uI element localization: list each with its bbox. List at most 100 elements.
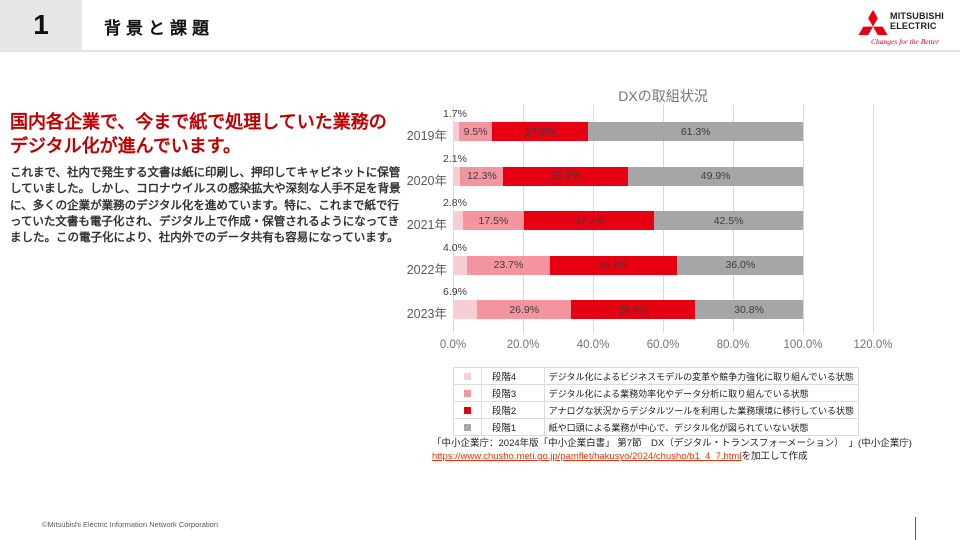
legend-swatch bbox=[463, 372, 471, 380]
bar-segment-label: 27.5% bbox=[525, 125, 556, 138]
bar-segment bbox=[453, 255, 467, 275]
headline: 国内各企業で、今まで紙で処理していた業務のデジタル化が進んでいます。 bbox=[10, 112, 387, 157]
mitsubishi-diamonds-icon bbox=[858, 9, 888, 35]
header-divider bbox=[0, 50, 960, 52]
legend-swatch-cell bbox=[453, 418, 482, 436]
bar-segment: 36.0% bbox=[677, 255, 804, 275]
bar-segment bbox=[453, 166, 461, 186]
above-bar-label: 6.9% bbox=[443, 286, 467, 298]
bar-segment-label: 9.5% bbox=[463, 125, 488, 138]
logo-tagline: Changes for the Better bbox=[870, 37, 940, 46]
bar-segment-label: 36.0% bbox=[725, 259, 756, 271]
year-label: 2022年 bbox=[406, 262, 447, 277]
bar-segment: 26.9% bbox=[477, 300, 572, 319]
bar-segment: 23.7% bbox=[467, 255, 550, 275]
bar-segment: 12.3% bbox=[460, 166, 504, 186]
x-tick-label: 0.0% bbox=[439, 339, 467, 351]
legend-swatch-cell bbox=[453, 401, 482, 419]
bar-segment-label: 17.5% bbox=[478, 214, 509, 227]
bar-segment: 35.4% bbox=[571, 300, 696, 319]
bar-segment bbox=[453, 122, 459, 141]
bar-segment-label: 42.5% bbox=[713, 214, 744, 227]
bar-row: 12.3% 35.7% 49.9% bbox=[453, 166, 803, 186]
slide-number: 1 bbox=[33, 9, 49, 40]
bar-segment: 36.4% bbox=[549, 255, 678, 275]
bar-row: 23.7% 36.4% 36.0% bbox=[453, 255, 804, 275]
source-line2: https://www.chusho.meti.go.jp/pamflet/ha… bbox=[432, 450, 912, 463]
bar-segment-label: 36.4% bbox=[598, 259, 629, 271]
bar-row: 26.9% 35.4% 30.8% bbox=[453, 300, 803, 319]
source-line1: 「中小企業庁：2024年版「中小企業白書」 第7節 DX（デジタル・トランスフォ… bbox=[432, 438, 912, 449]
logo-wordmark: MITSUBISHI ELECTRIC bbox=[890, 11, 945, 31]
source-suffix: を加工して作成 bbox=[741, 451, 808, 463]
bar-row: 9.5% 27.5% 61.3% bbox=[453, 122, 803, 141]
bar-segment: 9.5% bbox=[458, 122, 493, 141]
logo-brand-line1: MITSUBISHI bbox=[890, 11, 945, 21]
footer-copyright: ©Mitsubishi Electric Information Network… bbox=[42, 520, 219, 529]
logo-brand-line2: ELECTRIC bbox=[890, 20, 937, 31]
legend-row: 段階1 紙や口頭による業務が中心で、デジタル化が図られていない状態 bbox=[453, 418, 860, 436]
legend-swatch-cell bbox=[453, 367, 482, 385]
legend-desc: アナログな状況からデジタルツールを利用した業務環境に移行している状態 bbox=[543, 401, 860, 419]
x-tick-label: 100.0% bbox=[783, 339, 823, 351]
bar-segment: 27.5% bbox=[492, 122, 589, 141]
legend-stage-label: 段階2 bbox=[480, 401, 545, 419]
legend-row: 段階2 アナログな状況からデジタルツールを利用した業務環境に移行している状態 bbox=[453, 401, 860, 419]
page-title: 背景と課題 bbox=[104, 19, 214, 38]
bar-segment bbox=[453, 300, 478, 319]
bar-segment: 17.5% bbox=[462, 211, 525, 230]
legend-desc: デジタル化による業務効率化やデータ分析に取り組んでいる状態 bbox=[543, 384, 860, 402]
legend-row: 段階4 デジタル化によるビジネスモデルの変革や競争力強化に取り組んでいる状態 bbox=[453, 367, 860, 385]
bar-segment-label: 12.3% bbox=[466, 170, 497, 182]
legend-stage-label: 段階3 bbox=[480, 384, 545, 402]
bar-segment-label: 26.9% bbox=[509, 303, 540, 316]
source-citation: 「中小企業庁：2024年版「中小企業白書」 第7節 DX（デジタル・トランスフォ… bbox=[432, 437, 912, 464]
bar-segment: 35.7% bbox=[503, 166, 629, 186]
legend-swatch bbox=[463, 406, 471, 414]
legend-stage-label: 段階4 bbox=[480, 367, 545, 385]
bar-segment: 37.2% bbox=[524, 211, 655, 230]
bar-segment-label: 61.3% bbox=[680, 125, 711, 138]
legend-stage-label: 段階1 bbox=[480, 418, 545, 436]
chart-gridline bbox=[803, 105, 804, 333]
x-tick-label: 20.0% bbox=[506, 339, 540, 351]
year-label: 2020年 bbox=[406, 173, 447, 188]
bar-segment-label: 35.4% bbox=[618, 303, 649, 316]
year-label: 2019年 bbox=[406, 129, 447, 143]
chart-title: DXの取組状況 bbox=[618, 88, 708, 104]
bar-segment-label: 23.7% bbox=[493, 259, 524, 271]
bar-segment-label: 35.7% bbox=[550, 170, 581, 182]
above-bar-label: 2.1% bbox=[443, 152, 467, 165]
slide-number-box: 1 bbox=[0, 0, 82, 50]
bar-segment-label: 49.9% bbox=[700, 170, 731, 182]
chart-plot: 0.0% 20.0% 40.0% 60.0% 80.0% 100.0% 120.0% 2019… bbox=[407, 105, 893, 351]
above-bar-label: 4.0% bbox=[443, 241, 467, 254]
x-tick-label: 40.0% bbox=[576, 339, 610, 351]
chart-gridline bbox=[873, 105, 874, 333]
chart-legend-body: 段階4 デジタル化によるビジネスモデルの変革や競争力強化に取り組んでいる状態 段階3… bbox=[453, 367, 860, 436]
bar-segment-label: 37.2% bbox=[574, 214, 605, 227]
legend-swatch bbox=[463, 423, 471, 431]
above-bar-label: 1.7% bbox=[443, 108, 467, 120]
page-number-divider bbox=[915, 517, 916, 540]
body-text: これまで、社内で発生する文書は紙に印刷し、押印してキャビネットに保管していました… bbox=[10, 167, 401, 245]
legend-desc: 紙や口頭による業務が中心で、デジタル化が図られていない状態 bbox=[543, 418, 860, 436]
legend-swatch-cell bbox=[453, 384, 482, 402]
bar-segment bbox=[453, 211, 463, 230]
year-label: 2021年 bbox=[406, 218, 447, 232]
x-tick-label: 80.0% bbox=[716, 339, 750, 351]
x-tick-label: 60.0% bbox=[646, 339, 680, 351]
year-label: 2023年 bbox=[406, 307, 447, 321]
x-tick-label: 120.0% bbox=[853, 339, 893, 351]
above-bar-label: 2.8% bbox=[443, 197, 467, 209]
bar-segment: 49.9% bbox=[628, 166, 803, 186]
legend-swatch bbox=[463, 389, 471, 397]
legend-desc: デジタル化によるビジネスモデルの変革や競争力強化に取り組んでいる状態 bbox=[543, 367, 860, 385]
bar-segment: 30.8% bbox=[695, 300, 803, 319]
bar-segment: 42.5% bbox=[654, 211, 803, 230]
bar-segment-label: 30.8% bbox=[734, 303, 764, 316]
bar-segment: 61.3% bbox=[588, 122, 803, 141]
source-link[interactable]: https://www.chusho.meti.go.jp/pamflet/ha… bbox=[432, 451, 742, 463]
chart-legend-table: 段階4 デジタル化によるビジネスモデルの変革や競争力強化に取り組んでいる状態 段階3… bbox=[453, 367, 860, 436]
